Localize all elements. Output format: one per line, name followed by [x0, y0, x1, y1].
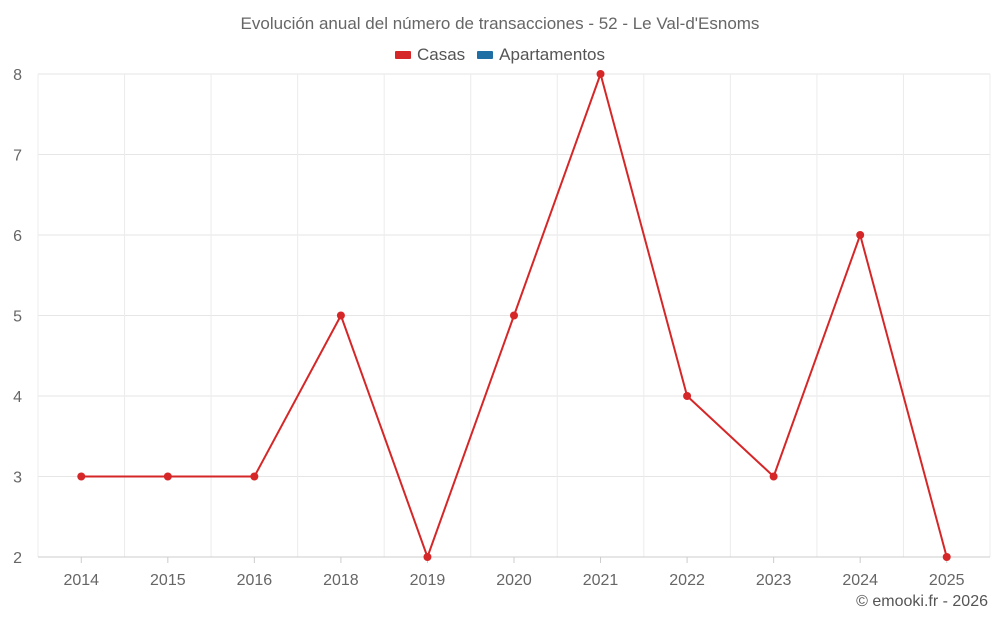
x-tick-label: 2016: [237, 572, 273, 589]
y-tick-label: 2: [13, 550, 22, 567]
x-tick-label: 2023: [756, 572, 792, 589]
legend-swatch-apartamentos: [477, 51, 494, 59]
y-tick-label: 6: [13, 228, 22, 245]
y-tick-label: 5: [13, 309, 22, 326]
data-point[interactable]: [856, 231, 865, 239]
data-point[interactable]: [510, 311, 518, 320]
data-point[interactable]: [596, 70, 605, 78]
data-point[interactable]: [336, 311, 345, 320]
data-point[interactable]: [77, 472, 86, 481]
x-tick-label: 2024: [842, 572, 878, 589]
data-point[interactable]: [250, 472, 259, 481]
legend: Casas Apartamentos: [0, 45, 1000, 65]
copyright-text: © emooki.fr - 2026: [856, 593, 988, 610]
x-tick-label: 2018: [323, 572, 359, 589]
y-tick-label: 4: [13, 389, 22, 406]
data-point[interactable]: [163, 472, 172, 481]
legend-label-apartamentos: Apartamentos: [499, 45, 606, 64]
x-tick-label: 2019: [410, 572, 446, 589]
y-tick-label: 7: [13, 148, 22, 165]
legend-item-casas[interactable]: Casas: [394, 45, 466, 65]
legend-label-casas: Casas: [416, 45, 466, 64]
x-tick-label: 2022: [669, 572, 705, 589]
x-tick-label: 2025: [929, 572, 965, 589]
chart-title: Evolución anual del número de transaccio…: [240, 14, 760, 33]
legend-swatch-casas: [394, 51, 411, 59]
y-tick-label: 8: [13, 67, 22, 84]
x-tick-label: 2021: [583, 572, 619, 589]
x-tick-label: 2020: [496, 572, 532, 589]
x-tick-label: 2015: [150, 572, 186, 589]
y-tick-label: 3: [13, 470, 22, 487]
x-tick-label: 2014: [63, 572, 99, 589]
legend-item-apartamentos[interactable]: Apartamentos: [477, 45, 605, 65]
data-point[interactable]: [769, 472, 778, 481]
data-point[interactable]: [683, 392, 692, 400]
data-point[interactable]: [942, 553, 951, 561]
data-point[interactable]: [423, 553, 432, 561]
